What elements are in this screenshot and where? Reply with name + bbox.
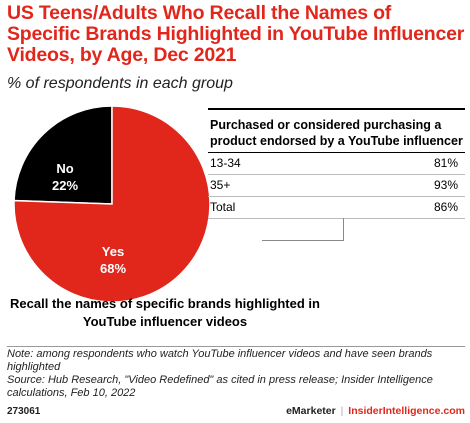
table-top-rule [208,108,465,110]
row-value: 93% [433,178,458,192]
row-label: Total [210,200,236,214]
brand-separator: | [340,405,344,417]
pie-slice-yes [13,105,211,303]
pie-category-no: No [56,161,74,176]
footnote: Note: among respondents who watch YouTub… [7,348,433,373]
pie-label-yes: Yes 68% [78,243,148,277]
brand-emarketer: eMarketer [286,405,336,417]
table-bracket-line [262,240,344,241]
brand-insiderintelligence: InsiderIntelligence.com [348,405,465,417]
row-label: 35+ [210,178,231,192]
table-bracket-line [343,218,344,240]
row-value: 86% [433,200,458,214]
table-header-rule [208,152,465,153]
chart-title: US Teens/Adults Who Recall the Names of … [7,2,465,66]
row-divider [208,174,465,175]
chart-id: 273061 [7,406,41,417]
table-row: 13-34 81% [210,153,460,173]
pie-caption: Recall the names of specific brands high… [10,296,320,329]
footer-notes: Note: among respondents who watch YouTub… [7,348,465,400]
row-value: 81% [433,156,458,170]
pie-category-yes: Yes [101,244,125,259]
row-divider [208,196,465,197]
pie-slice-no [13,105,113,205]
pie-label-no: No 22% [30,160,100,194]
table-row: Total 86% [210,197,460,217]
footer-rule [7,346,465,347]
table-row: 35+ 93% [210,175,460,195]
pie-value-yes: 68% [99,261,127,276]
chart-subtitle: % of respondents in each group [7,75,233,92]
row-divider [208,218,465,219]
table-title: Purchased or considered purchasing a pro… [210,118,463,148]
row-label: 13-34 [210,156,241,170]
source-note: Source: Hub Research, "Video Redefined" … [7,374,433,399]
brand-footer: eMarketer | InsiderIntelligence.com [286,405,465,417]
pie-value-no: 22% [51,178,79,193]
